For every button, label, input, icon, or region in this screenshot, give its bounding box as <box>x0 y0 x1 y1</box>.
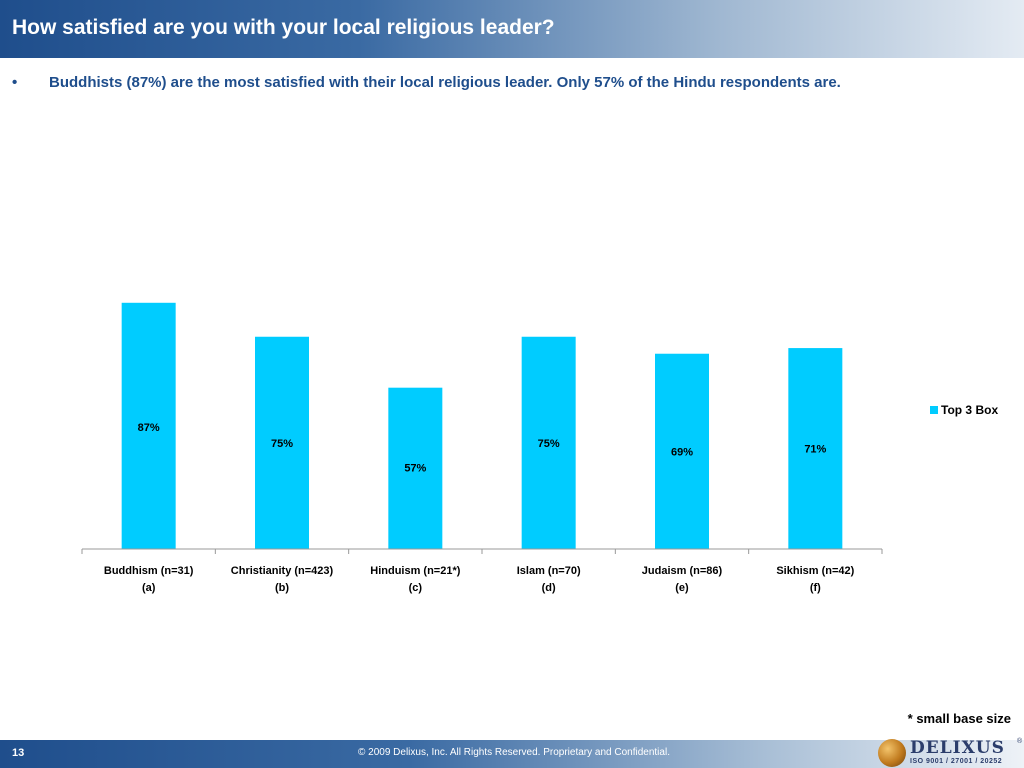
globe-icon <box>878 739 906 767</box>
legend-swatch <box>930 406 938 414</box>
bar <box>655 353 709 549</box>
copyright-text: © 2009 Delixus, Inc. All Rights Reserved… <box>358 747 670 758</box>
data-label: 57% <box>404 463 426 475</box>
registered-mark: ® <box>1017 738 1023 745</box>
data-label: 75% <box>271 438 293 450</box>
category-sublabel: (a) <box>142 582 156 594</box>
category-label: Sikhism (n=42) <box>776 565 854 577</box>
logo-iso-text: ISO 9001 / 27001 / 20252 <box>910 758 1003 765</box>
category-sublabel: (f) <box>810 582 821 594</box>
category-label: Buddhism (n=31) <box>104 565 194 577</box>
bar <box>521 336 576 549</box>
bar-chart: 87% Buddhism (n=31) (a) 75% Christianity (n=… <box>81 302 883 594</box>
x-axis <box>81 548 883 554</box>
data-label: 71% <box>804 444 826 456</box>
page-number: 13 <box>12 747 25 759</box>
bar <box>255 336 309 549</box>
bar <box>388 387 443 549</box>
category-sublabel: (c) <box>409 582 423 594</box>
labels-layer: 87% Buddhism (n=31) (a) 75% Christianity (n=… <box>104 422 855 594</box>
category-label: Christianity (n=423) <box>231 565 334 577</box>
footer-bar <box>0 740 1024 768</box>
category-label: Hinduism (n=21*) <box>370 565 460 577</box>
legend-label: Top 3 Box <box>941 403 999 417</box>
bullet-text: Buddhists (87%) are the most satisfied w… <box>49 74 841 91</box>
slide-title: How satisfied are you with your local re… <box>12 16 555 39</box>
data-label: 87% <box>138 422 160 434</box>
bars-layer <box>121 302 843 549</box>
category-label: Judaism (n=86) <box>642 565 723 577</box>
bar <box>788 348 843 549</box>
delixus-logo: DELIXUS ® ISO 9001 / 27001 / 20252 <box>876 738 1024 768</box>
bullet-marker: • <box>12 74 18 91</box>
footnote: * small base size <box>907 711 1011 726</box>
legend: Top 3 Box <box>930 403 998 417</box>
bar <box>121 302 176 549</box>
category-sublabel: (d) <box>542 582 556 594</box>
data-label: 75% <box>538 438 560 450</box>
logo-name: DELIXUS <box>910 738 1005 758</box>
data-label: 69% <box>671 446 693 458</box>
title-bar: How satisfied are you with your local re… <box>0 0 1024 58</box>
category-sublabel: (b) <box>275 582 289 594</box>
category-label: Islam (n=70) <box>517 565 581 577</box>
category-sublabel: (e) <box>675 582 689 594</box>
